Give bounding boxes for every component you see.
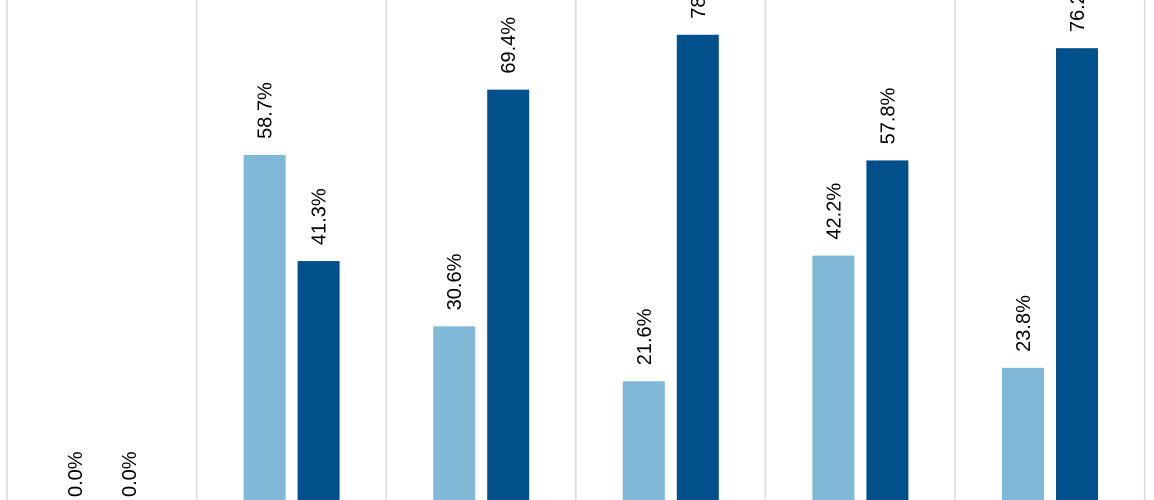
gridlines	[6, 0, 1146, 500]
data-label: 21.6%	[634, 308, 656, 365]
data-label: 78.4%	[688, 0, 710, 19]
bars	[243, 34, 1098, 500]
bar	[676, 34, 719, 500]
bar	[433, 326, 476, 500]
data-label: 30.6%	[444, 253, 466, 310]
bar	[487, 89, 530, 500]
data-label: 0.0%	[119, 451, 141, 497]
bar	[1056, 48, 1098, 500]
data-label: 42.2%	[823, 183, 845, 240]
bar	[866, 160, 909, 500]
data-label: 69.4%	[498, 17, 520, 74]
bar	[622, 381, 665, 500]
data-label: 57.8%	[877, 87, 899, 144]
bar	[812, 255, 855, 500]
data-label: 76.2%	[1067, 0, 1089, 32]
data-labels: 0.0% 58.7% 30.6% 21.6% 42.2% 23.8% 0.0% 41.3% 69…	[65, 0, 1089, 497]
bar	[1002, 367, 1044, 500]
data-label: 58.7%	[255, 82, 277, 139]
bar	[297, 261, 340, 500]
data-label: 0.0%	[65, 451, 87, 497]
data-label: 23.8%	[1013, 295, 1035, 352]
data-label: 41.3%	[309, 188, 331, 245]
bar	[243, 154, 286, 500]
